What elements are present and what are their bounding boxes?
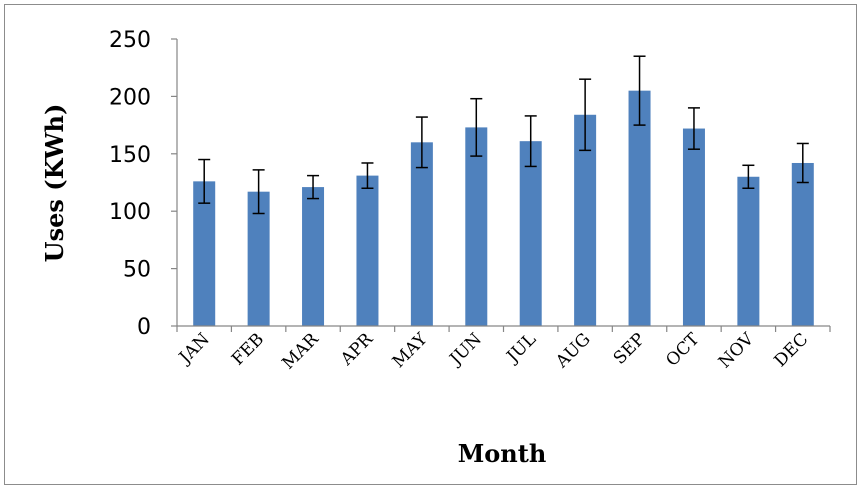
x-tick-label-dec: DEC [771,329,813,371]
bar-jul [519,141,542,326]
y-tick-label: 0 [137,315,151,340]
y-tick-label: 200 [109,85,151,110]
bar-nov [737,176,760,326]
x-tick-label-jun: JUN [445,329,486,370]
bar-apr [356,175,379,326]
y-tick-label: 250 [109,28,151,53]
bar-mar [302,187,325,326]
bar-aug [574,114,597,326]
y-tick-label: 100 [109,200,151,225]
bar-dec [791,162,814,326]
error-bars [198,55,809,215]
x-tick-label-mar: MAR [278,329,323,374]
bar-feb [247,191,270,326]
x-tick-label-oct: OCT [662,329,704,371]
bars [193,90,814,327]
x-tick-label-aug: AUG [551,329,594,372]
y-axis-title: Uses (KWh) [40,104,69,263]
bar-may [410,142,433,326]
x-tick-label-apr: APR [336,329,378,371]
x-axis: JAN FEB MAR APR MAY JUN JUL AUG SEP OCT NOV DEC [174,325,831,374]
y-axis: 0 50 100 150 200 250 [109,28,178,340]
x-tick-label-may: MAY [389,329,432,372]
bar-oct [682,128,705,326]
x-tick-label-nov: NOV [715,329,758,372]
x-tick-label-sep: SEP [610,329,649,368]
y-tick-label: 150 [109,143,151,168]
x-tick-label-feb: FEB [228,329,268,369]
bar-sep [628,90,651,326]
bar-jun [465,127,488,327]
x-axis-title: Month [458,439,547,468]
x-tick-label-jul: JUL [502,329,540,367]
x-tick-label-jan: JAN [174,329,214,369]
y-tick-label: 50 [123,258,151,283]
bar-jan [193,181,216,326]
